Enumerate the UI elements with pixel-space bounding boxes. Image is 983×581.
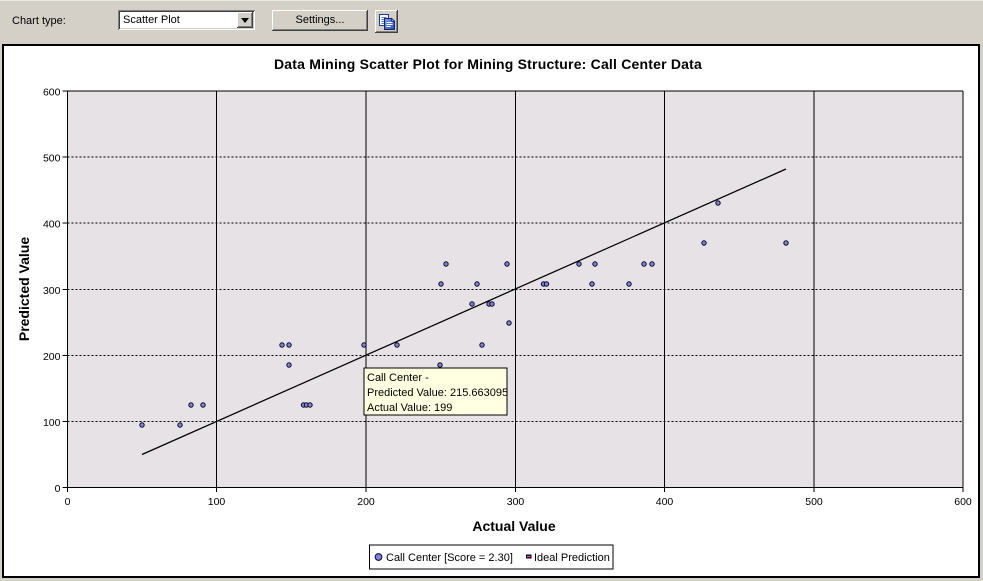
svg-text:500: 500 <box>805 496 823 508</box>
svg-text:0: 0 <box>65 496 71 508</box>
svg-text:600: 600 <box>43 87 61 99</box>
svg-text:300: 300 <box>43 285 61 297</box>
svg-text:300: 300 <box>507 496 525 508</box>
svg-text:600: 600 <box>954 496 972 508</box>
svg-text:500: 500 <box>43 153 61 165</box>
svg-text:Predicted Value: Predicted Value <box>16 237 32 341</box>
svg-text:400: 400 <box>43 219 61 231</box>
svg-text:Call Center [Score = 2.30]: Call Center [Score = 2.30] <box>386 552 513 564</box>
svg-text:Call Center -: Call Center - <box>367 372 429 384</box>
svg-text:Predicted Value: 215.663095: Predicted Value: 215.663095 <box>367 387 508 399</box>
svg-text:Data Mining Scatter Plot for M: Data Mining Scatter Plot for Mining Stru… <box>274 56 702 72</box>
svg-text:Ideal Prediction: Ideal Prediction <box>534 552 610 564</box>
svg-text:100: 100 <box>43 417 61 429</box>
svg-text:Actual Value: 199: Actual Value: 199 <box>367 402 452 414</box>
svg-text:Actual Value: Actual Value <box>472 518 555 534</box>
svg-text:400: 400 <box>656 496 674 508</box>
svg-text:0: 0 <box>55 483 61 495</box>
svg-text:100: 100 <box>208 496 226 508</box>
svg-text:200: 200 <box>43 351 61 363</box>
svg-text:200: 200 <box>357 496 375 508</box>
